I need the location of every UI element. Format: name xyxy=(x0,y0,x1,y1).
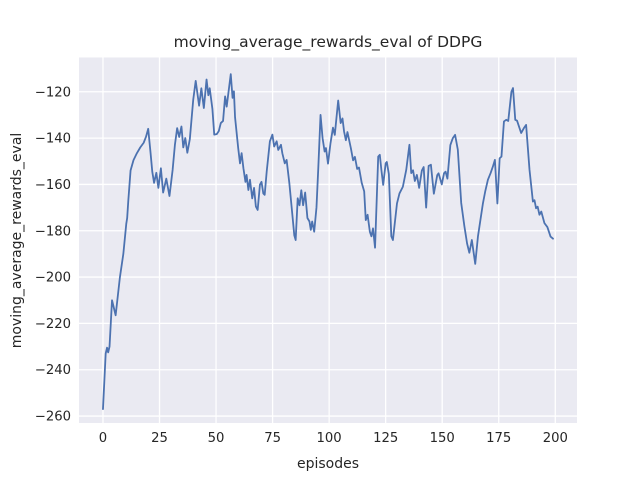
y-axis-label: moving_average_rewards_eval xyxy=(9,133,25,349)
x-axis-tick-labels: 0 25 50 75 100 125 150 175 200 xyxy=(99,431,568,446)
data-series xyxy=(102,73,554,411)
x-axis-label: episodes xyxy=(297,456,359,472)
y-tick-label: −220 xyxy=(35,317,71,332)
y-axis-tick-labels: −120 −140 −160 −180 −200 −220 −240 −260 xyxy=(35,85,71,424)
x-tick-label: 200 xyxy=(543,431,568,446)
x-tick-label: 50 xyxy=(208,431,225,446)
x-tick-label: 25 xyxy=(151,431,168,446)
x-tick-label: 125 xyxy=(373,431,398,446)
y-tick-label: −200 xyxy=(35,271,71,286)
y-tick-label: −180 xyxy=(35,224,71,239)
x-tick-label: 175 xyxy=(486,431,511,446)
x-tick-label: 0 xyxy=(99,431,107,446)
y-tick-label: −140 xyxy=(35,132,71,147)
y-tick-label: −160 xyxy=(35,178,71,193)
x-tick-label: 150 xyxy=(430,431,455,446)
plot-area xyxy=(79,57,577,423)
y-tick-label: −260 xyxy=(35,410,71,425)
x-tick-label: 100 xyxy=(317,431,342,446)
x-tick-label: 75 xyxy=(264,431,281,446)
data-line xyxy=(102,73,554,411)
y-tick-label: −120 xyxy=(35,85,71,100)
chart-title: moving_average_rewards_eval of DDPG xyxy=(174,33,483,52)
y-tick-label: −240 xyxy=(35,363,71,378)
